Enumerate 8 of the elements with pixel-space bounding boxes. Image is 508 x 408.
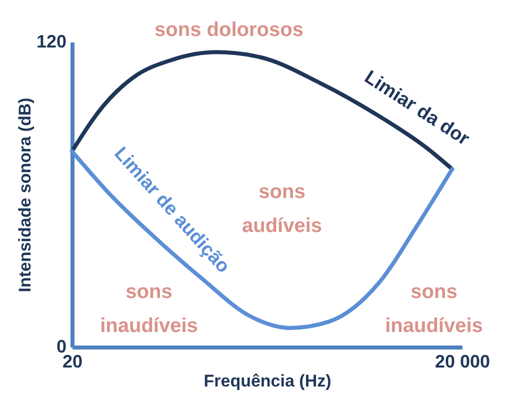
- annotation: sons audíveis: [242, 181, 322, 237]
- y-axis-title: Intensidade sonora (dB): [15, 98, 34, 292]
- annotation: sons inaudíveis: [385, 281, 483, 337]
- x-tick-label: 20 000: [434, 352, 490, 372]
- annotation: sons inaudíveis: [100, 281, 198, 337]
- text: sons dolorosos: [154, 19, 304, 41]
- y-tick-label: 120: [36, 32, 66, 52]
- x-axis-title: Frequência (Hz): [204, 372, 332, 390]
